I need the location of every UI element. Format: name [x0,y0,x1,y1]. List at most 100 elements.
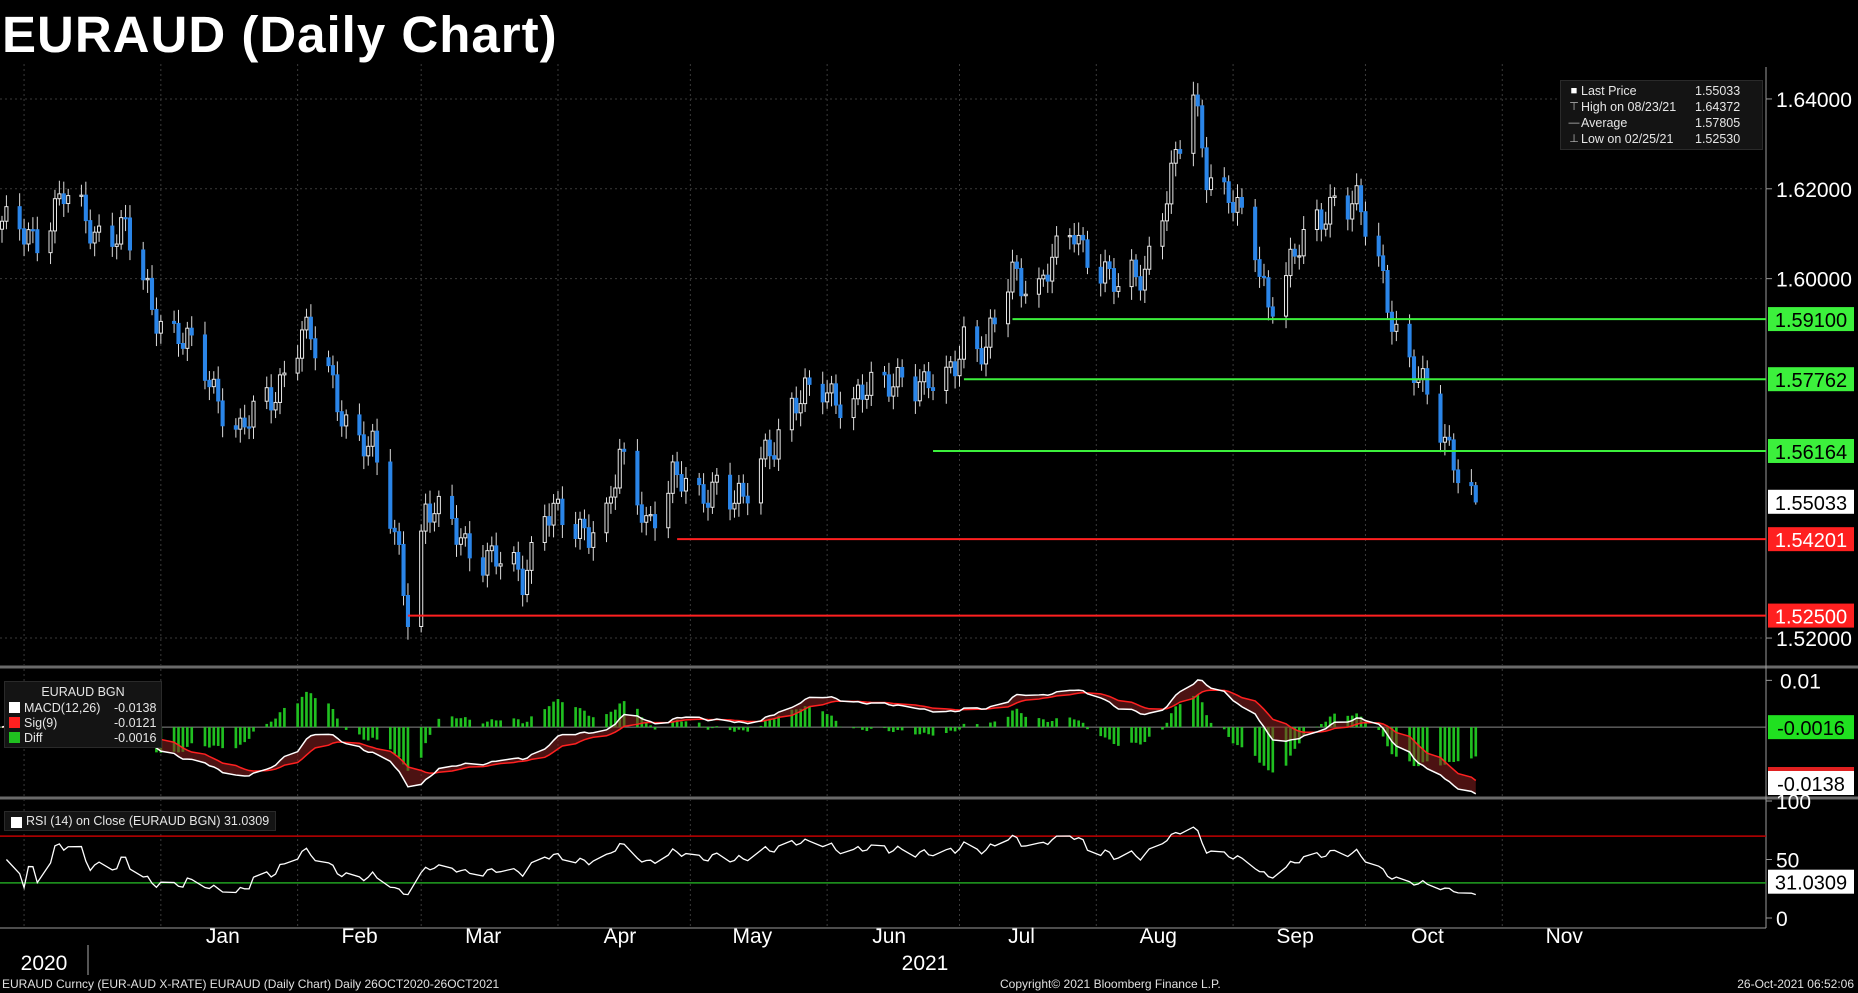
candle-down [207,379,212,388]
diff-bar [587,715,591,728]
diff-bar [212,727,216,746]
macd-legend-value: -0.0121 [114,716,157,730]
diff-bar [300,696,304,728]
diff-bar [1262,727,1266,766]
diff-bar [790,709,794,728]
candle-down [1438,393,1443,443]
candle-up [644,515,649,523]
candle-down [675,461,680,476]
diff-bar [609,711,613,728]
candle-up [944,366,949,391]
diff-bar [1231,727,1235,744]
diff-bar [914,727,917,735]
diff-bar [1470,727,1473,759]
candle-down [900,366,905,378]
candle-down [110,225,115,247]
diff-bar [512,718,516,728]
rsi-swatch [11,816,22,828]
candle-down [1407,323,1412,358]
candle-down [767,439,772,457]
diff-bar [896,727,900,730]
diff-bar [406,727,410,771]
x-tick-label: Jun [872,925,906,948]
diff-bar [221,727,224,749]
diff-bar [402,727,405,765]
candle-down [141,249,146,281]
candle-down [1226,181,1231,203]
diff-bar [768,718,772,728]
candle-up [803,377,808,405]
diff-bar [680,721,683,728]
diff-bar [203,727,207,747]
candle-down [1261,275,1267,279]
y-tick-label: 1.60000 [1776,269,1852,292]
candle-up [344,414,349,427]
level-label-box [1768,438,1854,463]
candle-up [1173,149,1178,164]
diff-bar [852,727,855,729]
x-tick-label: Jul [1008,925,1035,948]
candle-up [211,378,216,388]
diff-bar [243,727,247,743]
candle-down [1363,211,1368,237]
candle-down [361,434,366,457]
level-label-box [1768,307,1854,332]
candle-down [308,316,313,340]
diff-bar [892,727,895,733]
diff-bar [583,710,586,728]
diff-bar [746,727,750,732]
candle-up [604,502,609,534]
candle-up [957,358,962,377]
candle-down [1381,255,1386,271]
series-swatch [9,702,20,713]
candle-down [741,482,746,497]
candle-up [732,502,737,510]
candle-up [4,206,9,222]
candle-down [335,374,340,413]
candle-down [1107,261,1112,270]
diff-bar [1196,694,1200,728]
macd-legend-header: EURAUD BGN [41,685,125,699]
candle-down [547,516,552,526]
price-legend-row: ⊥ Low on 02/25/21 1.52530 [1567,131,1758,147]
candle-up [1054,235,1059,258]
diff-bar [1042,719,1045,728]
diff-bar [1143,727,1147,743]
candle-up [1394,323,1399,332]
diff-bar [437,718,441,728]
price-legend-label: Last Price [1581,84,1637,98]
diff-bar [516,719,520,728]
candle-down [1045,274,1050,282]
diff-bar [927,727,930,735]
diff-bar [1324,721,1328,728]
diff-bar [984,726,988,728]
candle-up [1169,162,1174,205]
candle-down [833,383,839,406]
diff-bar [1474,727,1478,757]
diff-bar [728,727,732,731]
diff-bar [1443,727,1447,765]
candle-up [551,502,556,526]
diff-bar [494,720,498,728]
candle-up [0,220,5,230]
candle-down [1473,485,1478,503]
candle-up [613,487,618,498]
candle-down [1385,269,1390,313]
diff-bar [1108,727,1111,740]
diff-bar [234,727,238,749]
candle-up [1041,274,1046,280]
diff-bar [521,723,524,728]
diff-bar [574,707,577,728]
diff-bar [428,727,432,735]
macd-group [0,679,1766,795]
macd-legend-label: Diff [24,731,43,745]
diff-bar [455,718,458,728]
candle-down [326,357,331,367]
y-tick-label: 1.52000 [1776,628,1852,651]
diff-bar [644,722,648,728]
candle-down [622,448,627,452]
diff-bar [1178,704,1182,728]
x-tick-label: Apr [604,925,637,948]
candle-up [264,387,269,402]
